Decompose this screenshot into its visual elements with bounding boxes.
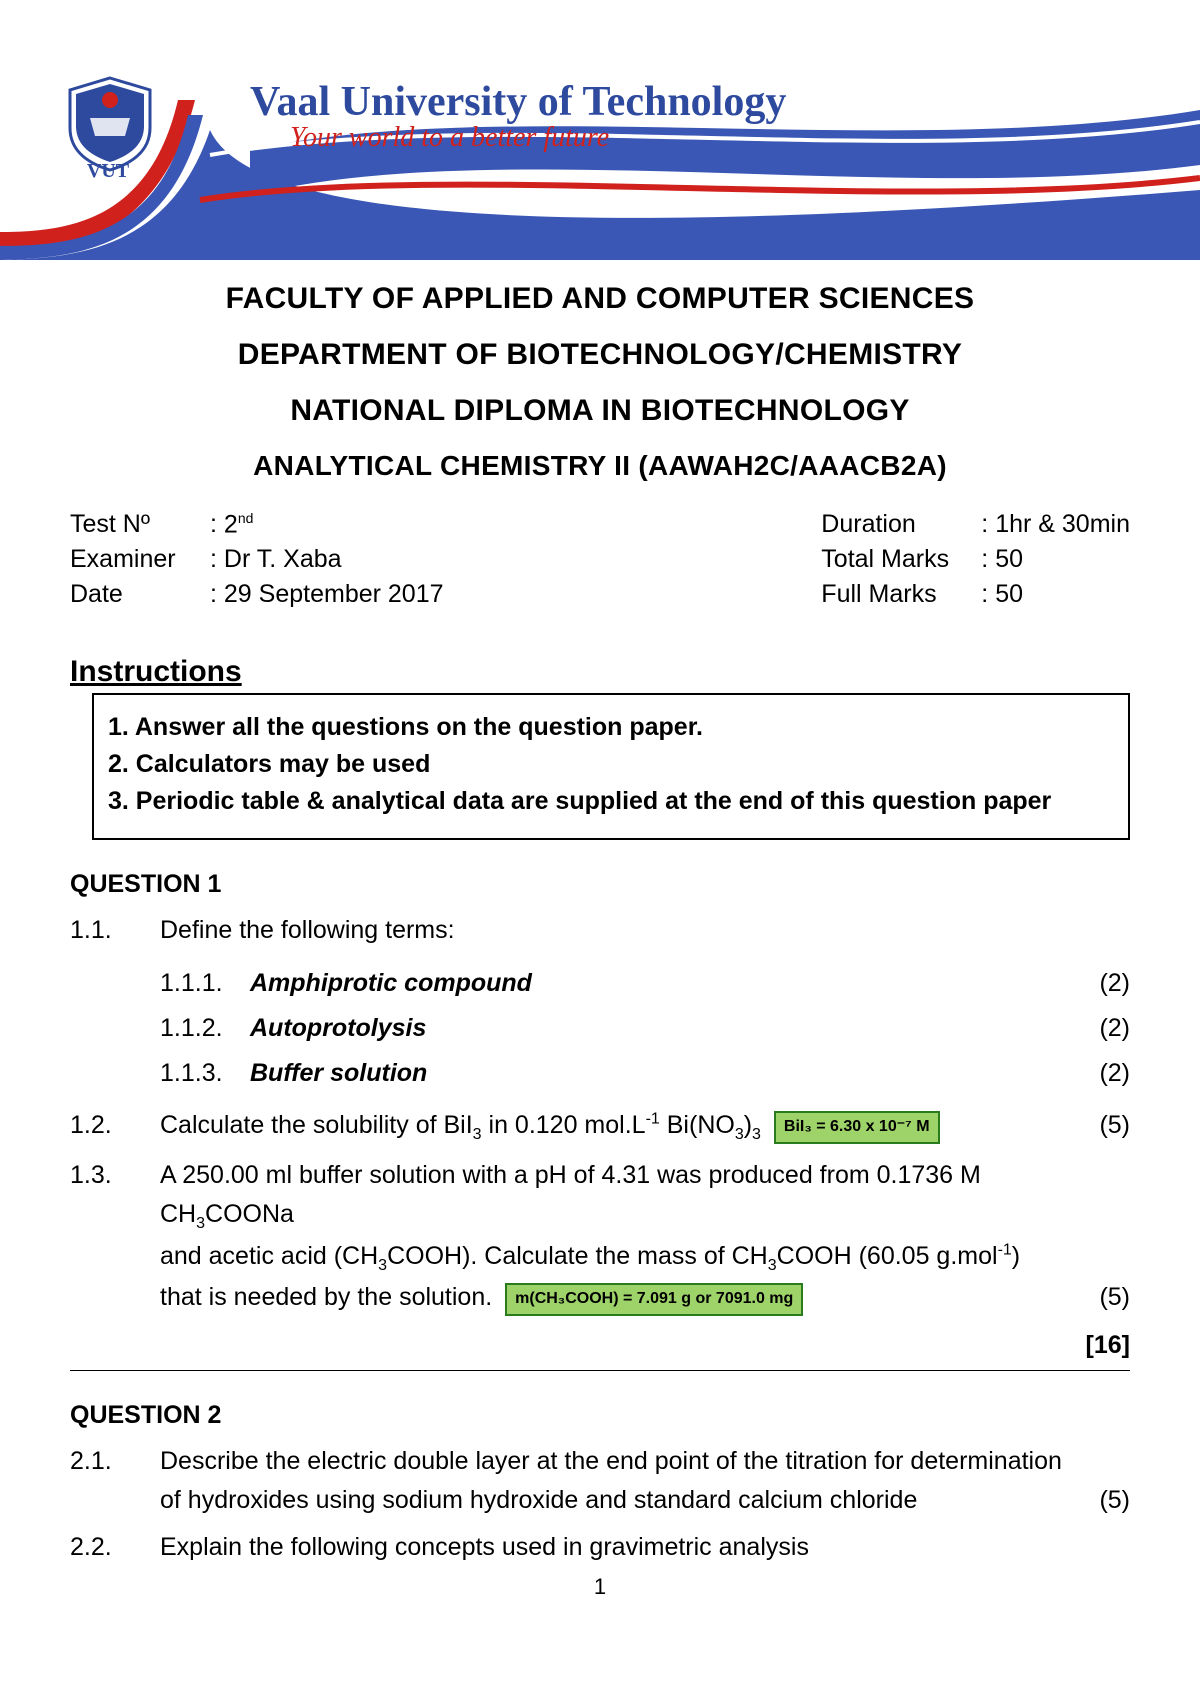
divider: [70, 1370, 1130, 1371]
answer-box: BiI₃ = 6.30 x 10⁻⁷ M: [774, 1111, 940, 1144]
txt: COOH). Calculate the mass of CH: [387, 1242, 768, 1270]
q-marks: (5): [1070, 1481, 1130, 1520]
txt: ): [1012, 1242, 1020, 1270]
instruction-item: 1. Answer all the questions on the quest…: [108, 713, 1114, 742]
question-2-title: QUESTION 2: [70, 1401, 1130, 1430]
sub-num: 1.1.1.: [160, 964, 250, 1003]
sub-num: 1.1.2.: [160, 1009, 250, 1048]
q-text: Explain the following concepts used in g…: [160, 1528, 1070, 1567]
sub-marks: (2): [1070, 1009, 1130, 1048]
meta-label-date: Date: [70, 580, 210, 609]
meta-label-testno: Test Nº: [70, 510, 210, 539]
answer-box: m(CH₃COOH) = 7.091 g or 7091.0 mg: [505, 1283, 803, 1316]
diploma-heading: NATIONAL DIPLOMA IN BIOTECHNOLOGY: [70, 394, 1130, 428]
q1-2: 1.2. Calculate the solubility of BiI3 in…: [70, 1106, 1130, 1148]
txt: Calculate the solubility of BiI: [160, 1111, 473, 1139]
testno-suffix: nd: [238, 510, 254, 526]
q1-1-2: 1.1.2. Autoprotolysis (2): [160, 1009, 1130, 1048]
q-marks: (5): [1070, 1278, 1130, 1317]
q1-3: 1.3. A 250.00 ml buffer solution with a …: [70, 1156, 1130, 1317]
q-num: 1.2.: [70, 1106, 160, 1145]
meta-value-full: 50: [981, 580, 1023, 609]
sub-term: Amphiprotic compound: [250, 964, 1070, 1003]
faculty-heading: FACULTY OF APPLIED AND COMPUTER SCIENCES: [70, 282, 1130, 316]
q1-1-3: 1.1.3. Buffer solution (2): [160, 1054, 1130, 1093]
instruction-item: 3. Periodic table & analytical data are …: [108, 787, 1114, 816]
q-text: Calculate the solubility of BiI3 in 0.12…: [160, 1106, 1070, 1148]
meta-label-total: Total Marks: [821, 545, 981, 574]
txt: in 0.120 mol.L: [482, 1111, 646, 1139]
sub-marks: (2): [1070, 1054, 1130, 1093]
q1-1-subs: 1.1.1. Amphiprotic compound (2) 1.1.2. A…: [70, 958, 1130, 1098]
txt: of hydroxides using sodium hydroxide and…: [160, 1486, 917, 1514]
q-num: 2.2.: [70, 1528, 160, 1567]
sub-num: 1.1.3.: [160, 1054, 250, 1093]
txt: COONa: [205, 1200, 294, 1228]
q-text: Define the following terms:: [160, 911, 1070, 950]
q-num: 1.3.: [70, 1156, 160, 1195]
txt: Bi(NO: [660, 1111, 735, 1139]
course-heading: ANALYTICAL CHEMISTRY II (AAWAH2C/AAACB2A…: [70, 450, 1130, 482]
q-text: A 250.00 ml buffer solution with a pH of…: [160, 1156, 1070, 1317]
q1-1-1: 1.1.1. Amphiprotic compound (2): [160, 964, 1130, 1003]
txt: and acetic acid (CH: [160, 1242, 378, 1270]
exam-metadata: Test Nº 2nd Examiner Dr T. Xaba Date 29 …: [70, 504, 1130, 615]
crest-label: VUT: [78, 160, 138, 183]
txt: that is needed by the solution.: [160, 1283, 492, 1311]
q-num: 1.1.: [70, 911, 160, 950]
q-text: Describe the electric double layer at th…: [160, 1442, 1070, 1520]
university-tagline: Your world to a better future: [290, 122, 609, 154]
testno-num: 2: [224, 510, 238, 538]
sub-marks: (2): [1070, 964, 1130, 1003]
department-heading: DEPARTMENT OF BIOTECHNOLOGY/CHEMISTRY: [70, 338, 1130, 372]
sub-term: Buffer solution: [250, 1054, 1070, 1093]
txt: Describe the electric double layer at th…: [160, 1447, 1062, 1475]
meta-label-duration: Duration: [821, 510, 981, 539]
instructions-box: 1. Answer all the questions on the quest…: [92, 693, 1130, 840]
q1-1: 1.1. Define the following terms:: [70, 911, 1130, 950]
q1-total: [16]: [70, 1331, 1130, 1360]
txt: COOH (60.05 g.mol: [777, 1242, 998, 1270]
q2-1: 2.1. Describe the electric double layer …: [70, 1442, 1130, 1520]
letterhead-banner: Vaal University of Technology Your world…: [0, 0, 1200, 260]
page-number: 1: [70, 1574, 1130, 1600]
instructions-title: Instructions: [70, 655, 1130, 689]
university-name: Vaal University of Technology: [250, 78, 786, 126]
q2-2: 2.2. Explain the following concepts used…: [70, 1528, 1130, 1567]
meta-value-total: 50: [981, 545, 1023, 574]
meta-label-full: Full Marks: [821, 580, 981, 609]
instruction-item: 2. Calculators may be used: [108, 750, 1114, 779]
q-marks: (5): [1070, 1106, 1130, 1145]
meta-label-examiner: Examiner: [70, 545, 210, 574]
question-1-title: QUESTION 1: [70, 870, 1130, 899]
meta-value-examiner: Dr T. Xaba: [210, 545, 342, 574]
meta-value-testno: 2nd: [210, 510, 253, 539]
meta-value-duration: 1hr & 30min: [981, 510, 1130, 539]
sub-term: Autoprotolysis: [250, 1009, 1070, 1048]
q-num: 2.1.: [70, 1442, 160, 1481]
meta-value-date: 29 September 2017: [210, 580, 444, 609]
